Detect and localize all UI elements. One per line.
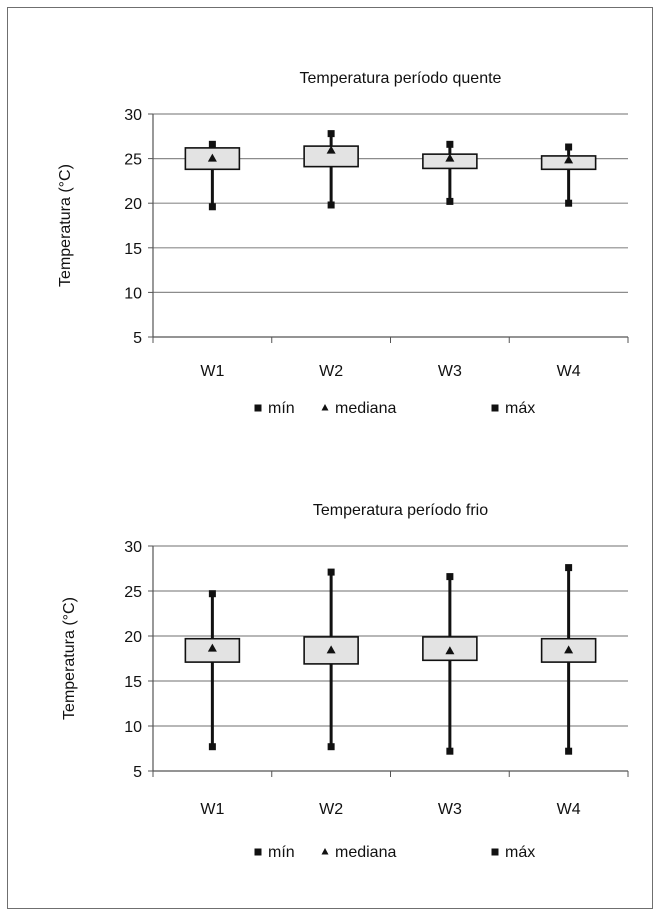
y-tick-label: 15	[124, 674, 142, 691]
median-point-W1	[207, 643, 217, 652]
median-point-W4	[564, 645, 574, 654]
max-point-W1	[208, 590, 216, 598]
max-point-W1	[208, 140, 216, 148]
chart-warm-period: Temperatura período quente Temperatura (°…	[57, 70, 629, 417]
y-axis-label: Temperatura (°C)	[57, 164, 74, 287]
chart-title: Temperatura período frio	[313, 502, 488, 519]
x-tick-label: W4	[557, 363, 581, 380]
min-point-W4	[565, 199, 573, 207]
y-tick-label: 25	[124, 584, 142, 601]
x-tick-label: W4	[557, 801, 581, 818]
max-point-W4	[565, 143, 573, 151]
legend-marker-2	[491, 848, 499, 856]
min-point-W1	[208, 203, 216, 211]
legend-marker-0	[254, 848, 262, 856]
y-tick-label: 10	[124, 285, 142, 302]
y-tick-label: 25	[124, 152, 142, 169]
y-tick-label: 20	[124, 629, 142, 646]
max-point-W2	[327, 568, 335, 576]
median-point-W3	[445, 646, 455, 655]
legend-label: mediana	[335, 844, 396, 861]
legend-marker-1	[321, 404, 329, 411]
min-point-W3	[446, 197, 454, 205]
x-tick-label: W2	[319, 363, 343, 380]
x-tick-label: W2	[319, 801, 343, 818]
y-tick-label: 15	[124, 241, 142, 258]
legend-label: mín	[268, 844, 295, 861]
y-tick-label: 5	[133, 330, 142, 347]
chart-title: Temperatura período quente	[300, 70, 502, 87]
legend-label: mín	[268, 400, 295, 417]
min-point-W2	[327, 201, 335, 209]
legend-label: máx	[505, 844, 535, 861]
y-axis-label: Temperatura (°C)	[61, 597, 78, 720]
y-tick-label: 10	[124, 719, 142, 736]
y-tick-label: 5	[133, 764, 142, 781]
legend-marker-1	[321, 848, 329, 855]
max-point-W3	[446, 140, 454, 148]
legend-marker-0	[254, 404, 262, 412]
max-point-W3	[446, 573, 454, 581]
y-tick-label: 30	[124, 539, 142, 556]
x-tick-label: W1	[200, 801, 224, 818]
min-point-W3	[446, 747, 454, 755]
min-point-W1	[208, 743, 216, 751]
median-point-W1	[207, 153, 217, 162]
median-point-W3	[445, 153, 455, 162]
x-tick-label: W3	[438, 363, 462, 380]
median-point-W2	[326, 145, 336, 154]
min-point-W2	[327, 743, 335, 751]
x-tick-label: W1	[200, 363, 224, 380]
x-tick-label: W3	[438, 801, 462, 818]
legend-marker-2	[491, 404, 499, 412]
legend-label: máx	[505, 400, 535, 417]
max-point-W4	[565, 564, 573, 572]
chart-cold-period: Temperatura período frio Temperatura (°C)…	[61, 502, 629, 861]
min-point-W4	[565, 747, 573, 755]
y-tick-label: 30	[124, 107, 142, 124]
median-point-W4	[564, 155, 574, 164]
max-point-W2	[327, 130, 335, 138]
legend-label: mediana	[335, 400, 396, 417]
y-tick-label: 20	[124, 196, 142, 213]
figure-frame	[7, 7, 653, 909]
median-point-W2	[326, 645, 336, 654]
